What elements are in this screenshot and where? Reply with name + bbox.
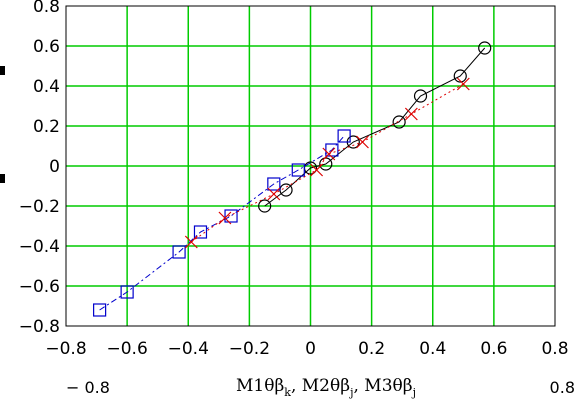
series-line [191,83,464,243]
x-range-min-label: − 0.8 [66,378,110,397]
data-point-circle [392,115,406,129]
x-tick-label: −0.8 [45,339,86,359]
data-point-square [325,143,339,157]
edge-marks [0,66,5,183]
x-axis-title: M1θβk, M2θβj, M3θβj [236,376,416,399]
x-tick-label: 0.6 [480,339,507,359]
series-layer [93,41,492,317]
y-tick-label: −0.6 [19,277,60,297]
data-point-circle [258,199,272,213]
series-square [93,129,351,317]
y-tick-label: −0.8 [19,317,60,337]
x-tick-label: 0 [305,339,316,359]
data-point-square [291,163,305,177]
edge-mark [0,174,5,183]
data-point-x [267,187,281,201]
series-line [99,135,345,311]
edge-mark [0,66,5,75]
y-tick-label: 0.8 [33,0,60,17]
data-point-square [193,225,208,239]
data-point-x [456,77,470,91]
x-tick-label: 0.4 [419,339,446,359]
x-tick-label: 0.8 [541,339,568,359]
y-tick-label: −0.2 [19,197,60,217]
plot-frame [65,5,556,327]
data-point-square [120,285,134,299]
series-circle [258,41,492,213]
y-tick-label: 0 [49,157,60,177]
x-title-part: , M2θβ [291,376,350,396]
y-tick-label: −0.4 [19,237,60,257]
data-point-circle [413,89,428,103]
data-point-square [172,245,186,259]
x-tick-label: −0.6 [106,339,147,359]
data-point-x [356,135,369,149]
data-point-circle [478,41,492,55]
x-title-subscript: k [284,386,291,399]
data-point-x [404,107,418,121]
x-tick-label: −0.2 [229,339,270,359]
x-range-max-label: 0.8 [550,378,575,397]
tick-labels: −0.8 −0.6 −0.4 −0.2 0 0.2 0.4 0.6 0.8 0.8 0.6 0.4 0.… [19,0,569,359]
y-tick-label: 0.2 [33,117,60,137]
data-point-x [218,211,232,225]
data-point-square [224,209,238,223]
x-title-subscript: j [411,386,416,399]
data-point-square [93,303,107,317]
data-point-circle [319,157,333,171]
series-line [264,47,486,207]
data-point-circle [453,69,467,83]
x-tick-label: 0.2 [358,339,385,359]
data-point-x [184,235,198,249]
series-x [184,77,470,249]
y-tick-label: 0.6 [33,37,60,57]
x-title-part: , M3θβ [353,376,412,396]
x-title-subscript: j [348,386,353,399]
x-title-part: M1θβ [236,376,284,396]
data-point-x [322,147,336,161]
data-point-square [337,129,351,143]
y-tick-label: 0.4 [33,77,60,97]
x-tick-label: −0.4 [168,339,209,359]
data-point-square [267,177,281,191]
grid [66,6,555,326]
data-point-x [310,163,324,177]
